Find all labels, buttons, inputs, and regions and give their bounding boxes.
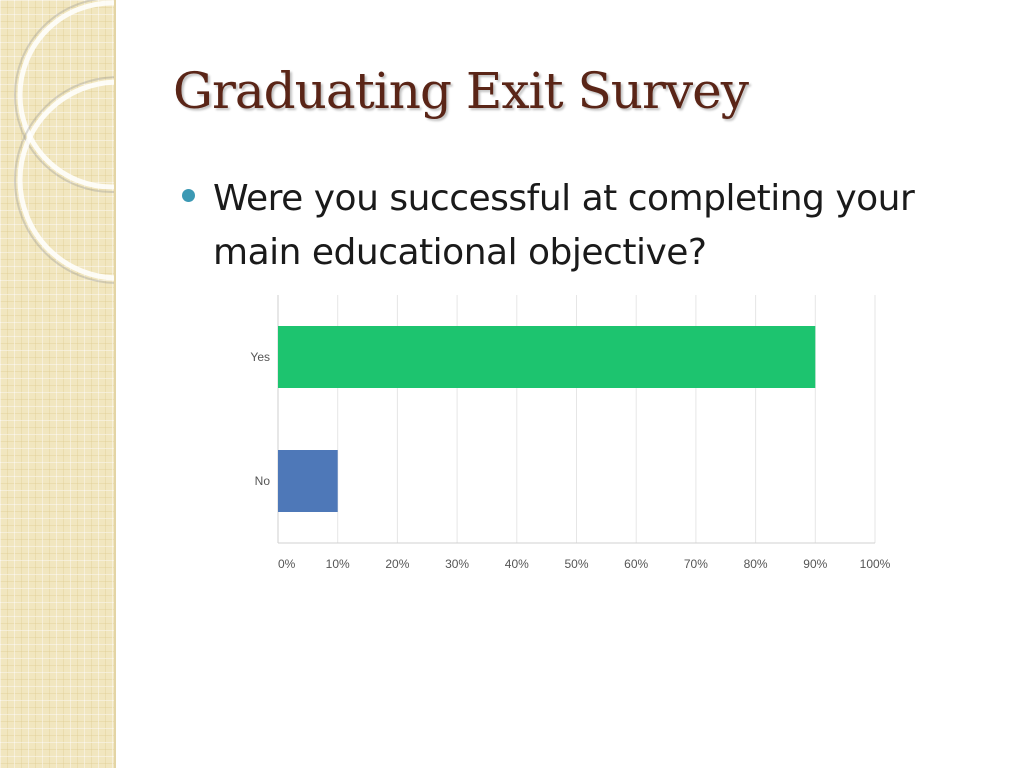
bullet-point: Were you successful at completing your m… (182, 172, 972, 280)
x-tick-label: 80% (744, 557, 768, 571)
decorative-circles (14, 0, 114, 284)
x-tick-label: 40% (505, 557, 529, 571)
chart-svg: Yes No 0% 10% 20% 30% 40% 50% 60% 70% 80% 90% 100% (250, 295, 891, 571)
x-tick-label: 50% (564, 557, 588, 571)
x-tick-label: 30% (445, 557, 469, 571)
x-tick-label: 90% (803, 557, 827, 571)
x-tick-label: 70% (684, 557, 708, 571)
bullet-text: Were you successful at completing your m… (213, 178, 915, 273)
x-tick-label: 0% (278, 557, 296, 571)
bullet-dot-icon (182, 189, 195, 202)
x-tick-label: 100% (860, 557, 890, 571)
bar-yes (278, 326, 816, 388)
x-tick-label: 60% (624, 557, 648, 571)
x-tick-label: 10% (326, 557, 350, 571)
category-label-no: No (255, 474, 271, 488)
category-label-yes: Yes (250, 350, 270, 364)
slide-title: Graduating Exit Survey (173, 62, 749, 120)
x-tick-label: 20% (385, 557, 409, 571)
bar-no (278, 450, 338, 512)
decorative-side-strip (0, 0, 116, 768)
survey-bar-chart: Yes No 0% 10% 20% 30% 40% 50% 60% 70% 80% 90% 100% (230, 290, 891, 590)
